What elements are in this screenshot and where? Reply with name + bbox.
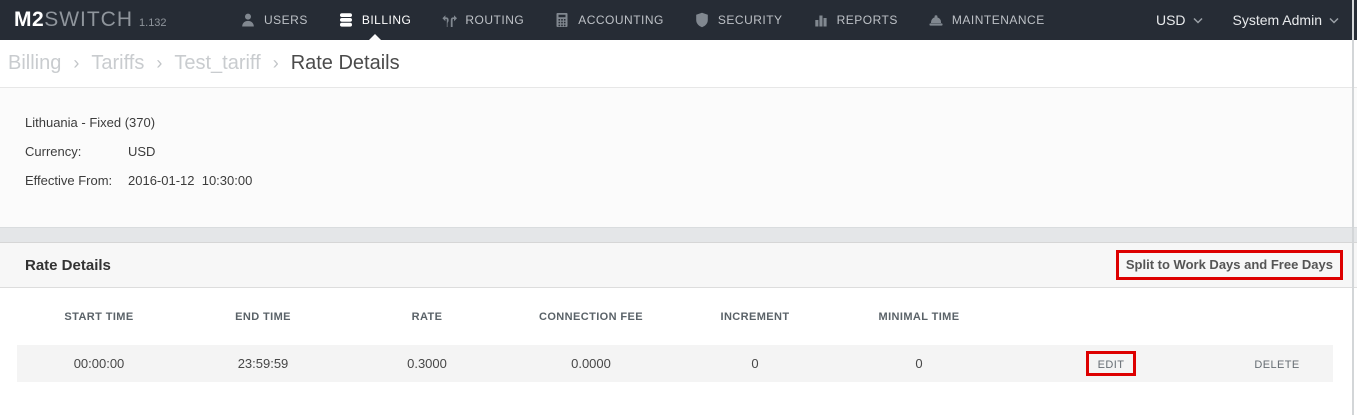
user-menu-label: System Admin [1232, 12, 1322, 28]
active-tab-caret-icon [368, 34, 381, 40]
cell-increment: 0 [751, 356, 759, 371]
cell-end-time: 23:59:59 [237, 356, 289, 371]
split-button-annotation-box: Split to Work Days and Free Days [1115, 250, 1343, 280]
breadcrumb-separator: › [272, 53, 279, 73]
column-header-end-time: END TIME [235, 310, 291, 323]
column-header-connection-fee: CONNECTION FEE [539, 310, 643, 323]
edit-annotation-box: EDIT [1085, 351, 1137, 376]
delete-button[interactable]: DELETE [1254, 359, 1300, 371]
nav-item-label: REPORTS [836, 13, 898, 27]
reports-icon [813, 12, 829, 28]
table-header-row: START TIME END TIME RATE CONNECTION FEE … [17, 288, 1333, 345]
nav-item-label: ROUTING [465, 13, 525, 27]
navbar-right: USD System Admin [1156, 12, 1357, 28]
tariff-effective-from-row: Effective From: 2016-01-12 10:30:00 [25, 166, 1357, 195]
breadcrumb-separator: › [73, 53, 80, 73]
nav-item-billing[interactable]: BILLING [323, 0, 427, 40]
effective-from-value: 2016-01-12 10:30:00 [128, 173, 253, 188]
cell-delete-action: DELETE [1221, 356, 1333, 371]
breadcrumb-separator: › [156, 53, 163, 73]
scrollbar[interactable] [1352, 0, 1354, 415]
tariff-destination: Lithuania - Fixed (370) [25, 115, 156, 130]
chevron-down-icon [1329, 17, 1339, 24]
routing-icon [441, 12, 458, 28]
currency-selector[interactable]: USD [1156, 12, 1203, 28]
logo-brand-secondary: SWITCH [44, 8, 134, 31]
cell-edit-action: EDIT [1001, 351, 1221, 376]
effective-from-label: Effective From: [25, 173, 113, 188]
maintenance-icon [928, 12, 944, 28]
column-header-increment: INCREMENT [720, 310, 790, 323]
rate-details-table: START TIME END TIME RATE CONNECTION FEE … [17, 288, 1333, 382]
currency-label: Currency: [25, 144, 82, 159]
billing-icon [338, 12, 354, 28]
app-version: 1.132 [139, 17, 167, 29]
breadcrumb-current-page: Rate Details [290, 52, 400, 74]
rate-details-header: Rate Details Split to Work Days and Free… [0, 243, 1357, 288]
tariff-destination-row: Lithuania - Fixed (370) [25, 108, 1357, 137]
edit-button[interactable]: EDIT [1097, 359, 1125, 371]
app-logo[interactable]: M2 SWITCH 1.132 [0, 8, 225, 32]
breadcrumb-item-tariffs[interactable]: Tariffs [91, 52, 145, 74]
tariff-currency-row: Currency: USD [25, 137, 1357, 166]
cell-rate: 0.3000 [407, 356, 447, 371]
nav-item-maintenance[interactable]: MAINTENANCE [913, 0, 1060, 40]
users-icon [240, 12, 256, 28]
table-row: 00:00:00 23:59:59 0.3000 0.0000 0 0 EDIT… [17, 345, 1333, 382]
currency-value: USD [128, 144, 156, 159]
security-icon [694, 12, 710, 28]
currency-selector-label: USD [1155, 12, 1186, 28]
nav-item-security[interactable]: SECURITY [679, 0, 798, 40]
nav-item-label: MAINTENANCE [951, 13, 1045, 27]
split-to-work-days-button[interactable]: Split to Work Days and Free Days [1125, 257, 1333, 272]
column-header-start-time: START TIME [64, 310, 134, 323]
nav-item-routing[interactable]: ROUTING [426, 0, 539, 40]
nav-item-label: BILLING [361, 13, 412, 27]
nav-item-label: ACCOUNTING [578, 13, 664, 27]
section-divider [0, 227, 1357, 243]
cell-connection-fee: 0.0000 [571, 356, 611, 371]
tariff-info-section: Lithuania - Fixed (370) Currency: USD Ef… [0, 88, 1357, 227]
breadcrumb-item-test-tariff[interactable]: Test_tariff [174, 52, 261, 74]
main-nav-menu: USERS BILLING ROUTING ACCOUNTING SECU [225, 0, 1060, 40]
column-header-minimal-time: MINIMAL TIME [878, 310, 960, 323]
nav-item-reports[interactable]: REPORTS [798, 0, 913, 40]
user-menu[interactable]: System Admin [1233, 12, 1339, 28]
chevron-down-icon [1192, 17, 1203, 24]
nav-item-accounting[interactable]: ACCOUNTING [539, 0, 679, 40]
nav-item-label: SECURITY [717, 13, 783, 27]
nav-item-users[interactable]: USERS [225, 0, 323, 40]
cell-start-time: 00:00:00 [73, 356, 125, 371]
accounting-icon [554, 12, 570, 28]
nav-item-label: USERS [264, 13, 308, 27]
breadcrumb: Billing › Tariffs › Test_tariff › Rate D… [0, 40, 1357, 88]
column-header-rate: RATE [411, 310, 443, 323]
section-title: Rate Details [25, 256, 111, 274]
top-navbar: M2 SWITCH 1.132 USERS BILLING ROUTING [0, 0, 1357, 40]
breadcrumb-item-billing[interactable]: Billing [8, 52, 62, 74]
logo-brand-primary: M2 [14, 8, 45, 31]
cell-minimal-time: 0 [915, 356, 923, 371]
